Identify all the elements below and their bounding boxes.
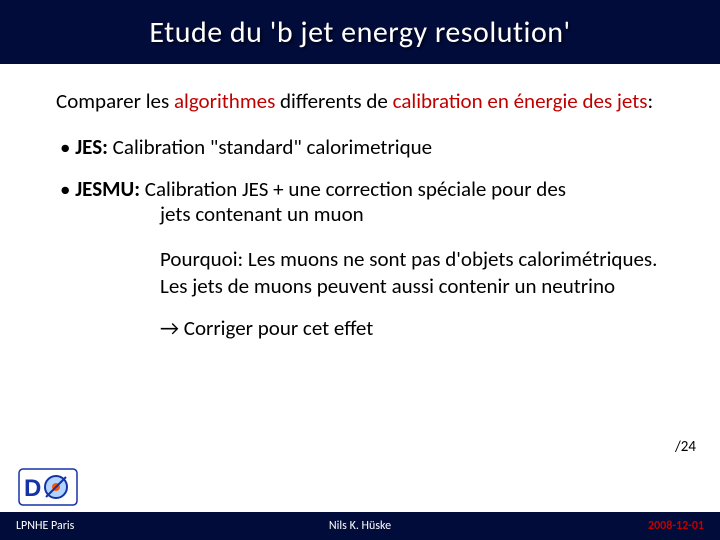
why-paragraph: Pourquoi: Les muons ne sont pas d'objets… [160, 246, 672, 301]
content-area: Comparer les algorithmes differents de c… [0, 64, 720, 351]
bullet-jesmu: • JESMU: Calibration JES + une correctio… [60, 176, 672, 203]
jesmu-label: JESMU: [75, 176, 140, 202]
svg-text:D: D [24, 475, 41, 502]
intro-colon: : [648, 88, 654, 114]
arrow-line: → Corriger pour cet effet [160, 315, 672, 341]
intro-calibration: calibration en énergie des jets [393, 88, 648, 114]
bullet-jes: • JES: Calibration "standard" calorimetr… [60, 134, 672, 161]
page-number: /24 [675, 438, 696, 456]
footer-date: 2008-12-01 [648, 519, 704, 533]
slide-title: Etude du 'b jet energy resolution' [149, 14, 570, 51]
intro-part-2: differents de [275, 88, 392, 114]
title-bar: Etude du 'b jet energy resolution' [0, 0, 720, 64]
arrow-icon: → [160, 315, 179, 341]
footer-author: Nils K. Hüske [0, 519, 720, 533]
intro-algorithmes: algorithmes [174, 88, 275, 114]
footer-bar: LPNHE Paris Nils K. Hüske 2008-12-01 [0, 512, 720, 540]
footer-left: LPNHE Paris [16, 519, 74, 533]
bullet-list: • JES: Calibration "standard" calorimetr… [60, 134, 672, 340]
jes-label: JES: [75, 134, 108, 160]
jesmu-text-2: jets contenant un muon [160, 201, 672, 228]
dzero-logo: D [18, 468, 78, 506]
jesmu-text-1: Calibration JES + une correction spécial… [140, 176, 566, 202]
jes-text: Calibration "standard" calorimetrique [108, 134, 432, 160]
intro-part-1: Comparer les [56, 88, 174, 114]
intro-paragraph: Comparer les algorithmes differents de c… [56, 88, 672, 114]
effect-text: Corriger pour cet effet [179, 315, 373, 341]
